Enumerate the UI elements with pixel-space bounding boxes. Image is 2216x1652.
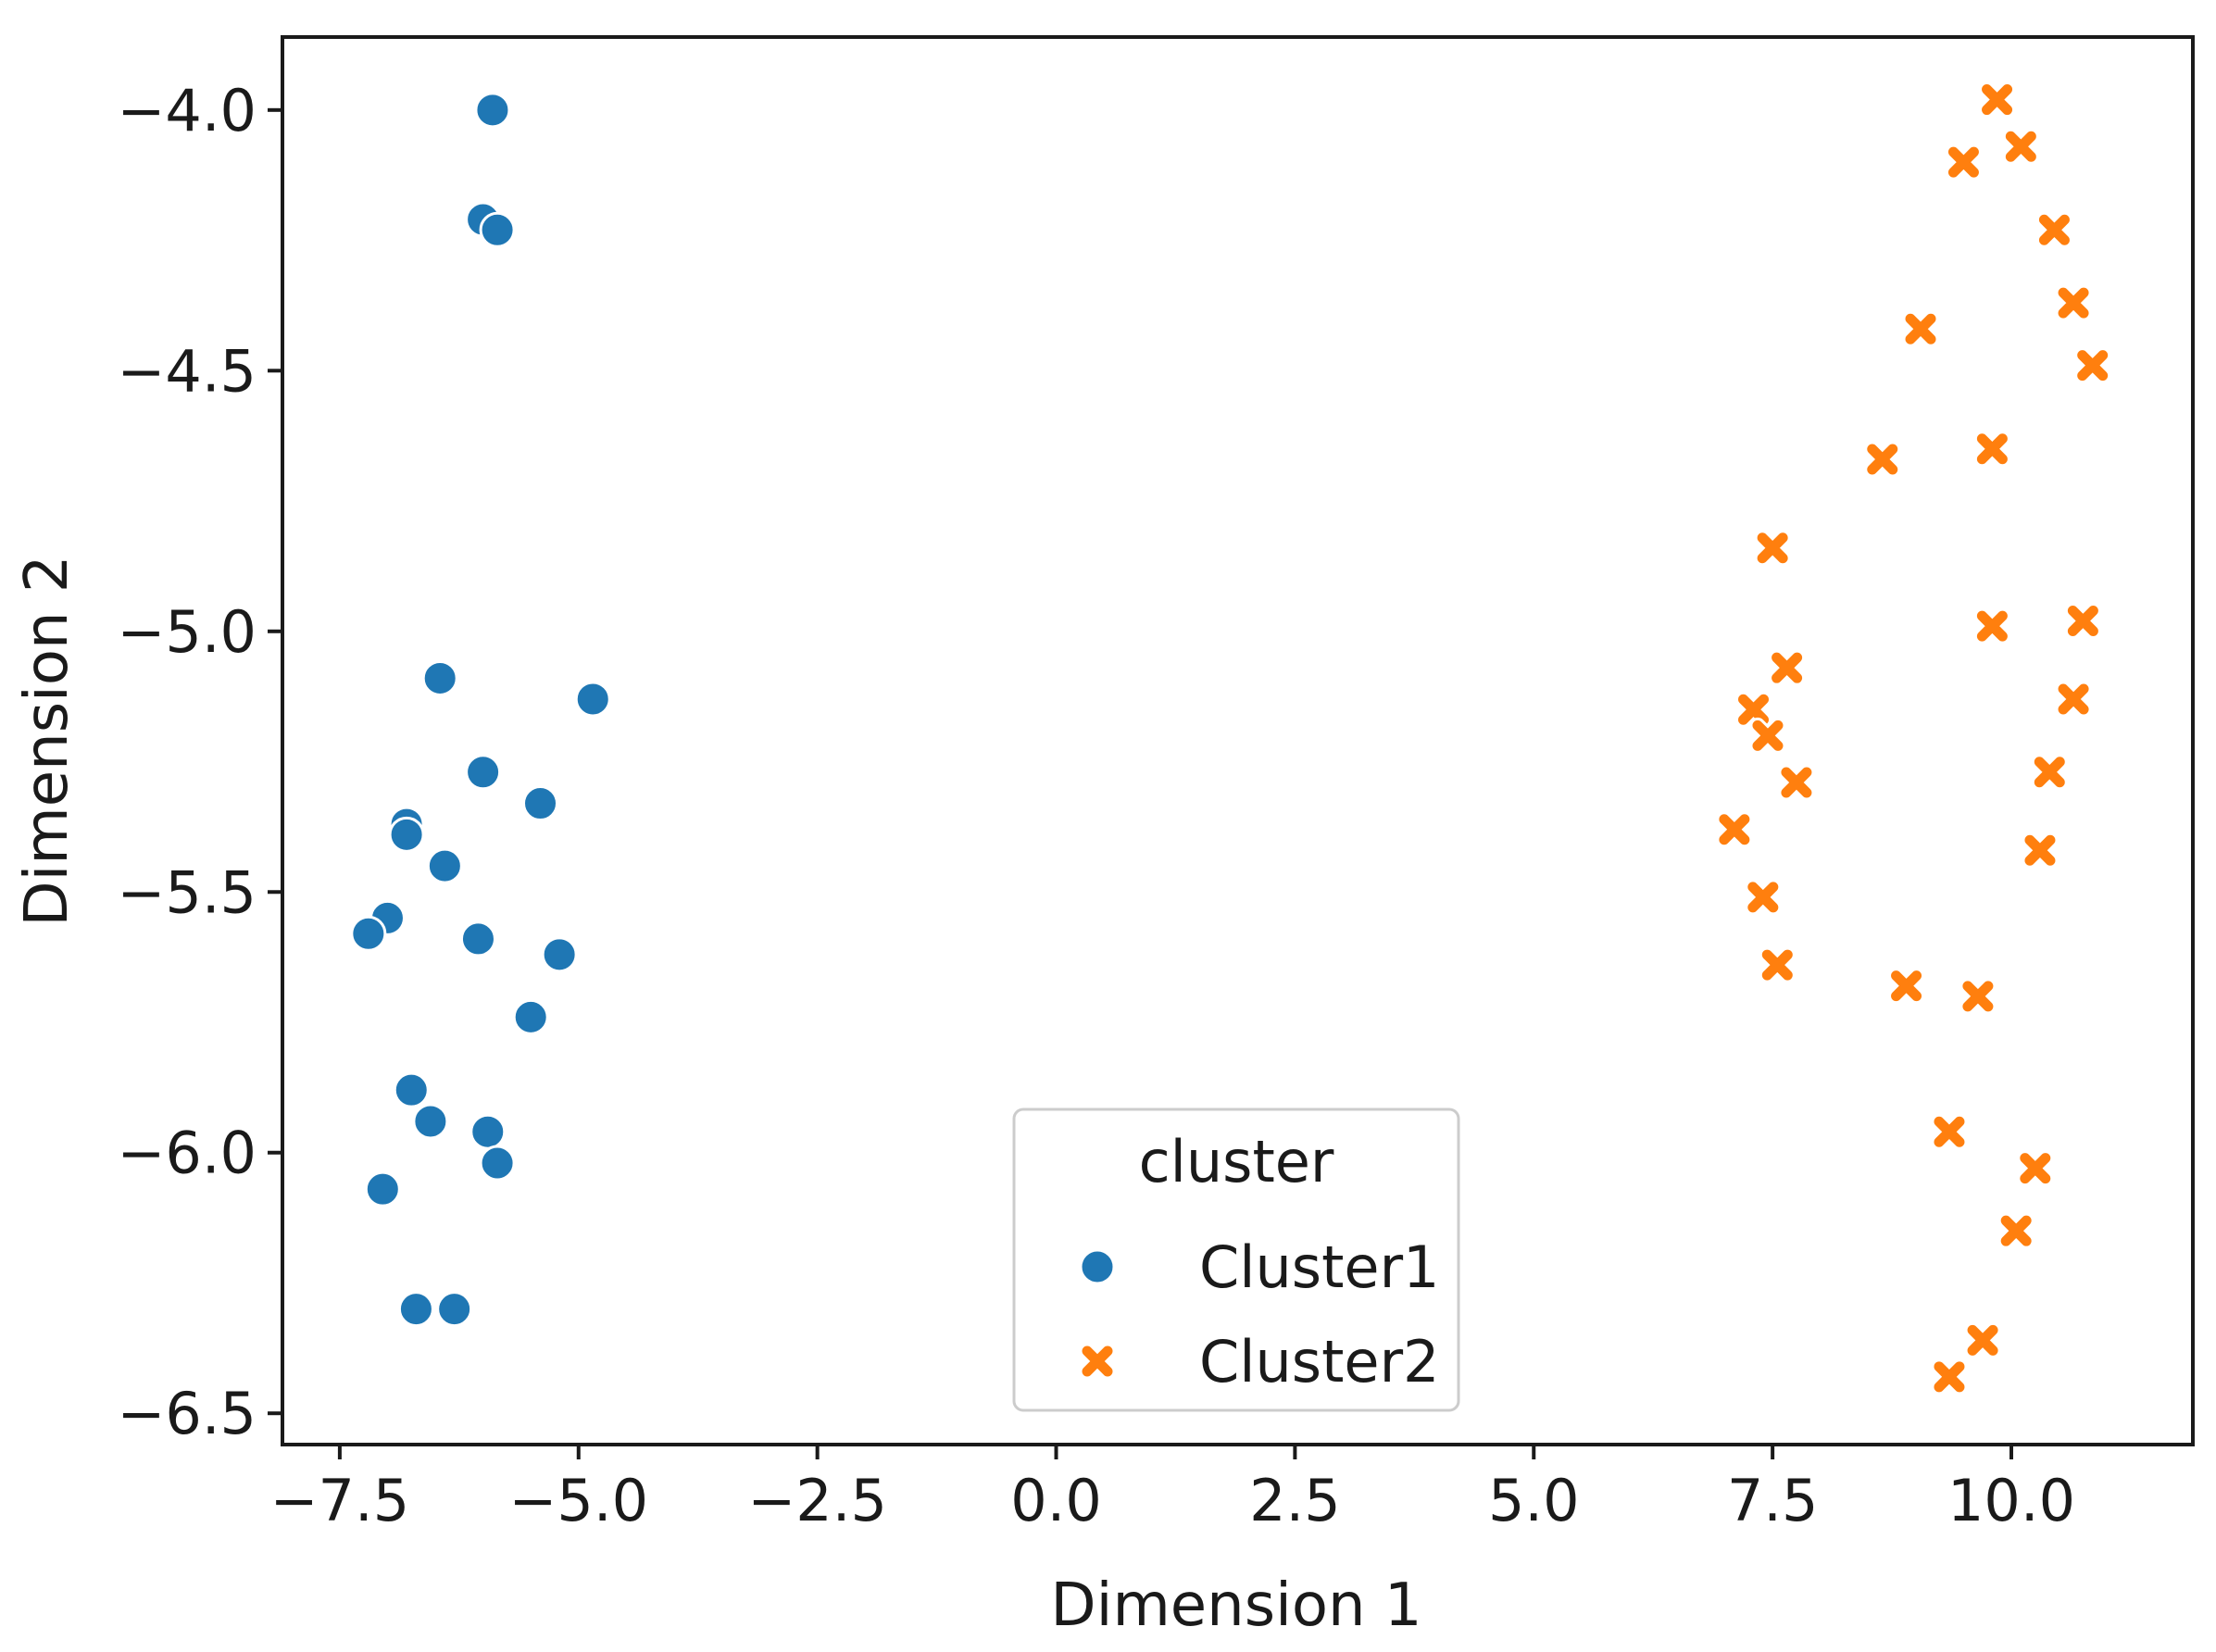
- series-cluster1: [350, 92, 611, 1328]
- y-tick-label: −5.5: [117, 858, 257, 926]
- cluster1-point: [412, 1103, 449, 1140]
- cluster2-point: [2031, 754, 2068, 791]
- x-tick-label: 10.0: [1947, 1467, 2075, 1534]
- cluster2-point: [1931, 1358, 1968, 1395]
- x-tick-label: 2.5: [1249, 1467, 1341, 1534]
- cluster1-point: [436, 1291, 473, 1328]
- legend-title: cluster: [1139, 1128, 1334, 1195]
- x-axis: −7.5 −5.0 −2.5 0.0 2.5 5.0 7.5 10.0: [270, 1445, 2075, 1534]
- y-tick-label: −4.0: [117, 77, 257, 144]
- series-cluster2: [1716, 81, 2111, 1395]
- legend-entries: Cluster1 Cluster2: [1079, 1233, 1440, 1395]
- legend-marker-cluster2: [1079, 1343, 1116, 1380]
- x-tick-label: −2.5: [747, 1467, 887, 1534]
- cluster2-point: [1931, 1113, 1968, 1150]
- cluster2-point: [1864, 441, 1901, 478]
- legend-box: [1012, 1108, 1460, 1412]
- cluster2-point: [2064, 603, 2101, 640]
- cluster2-point: [1754, 530, 1791, 567]
- cluster1-point: [397, 1291, 434, 1328]
- cluster2-point: [1716, 811, 1753, 848]
- cluster2-point: [2022, 832, 2059, 869]
- legend-entry-cluster2: Cluster2: [1079, 1328, 1440, 1395]
- x-tick-label: 7.5: [1727, 1467, 1819, 1534]
- cluster1-point: [459, 920, 496, 957]
- cluster1-point: [350, 915, 387, 952]
- cluster2-point: [1759, 946, 1796, 983]
- x-tick-label: −7.5: [270, 1467, 410, 1534]
- cluster2-point: [1979, 81, 2016, 119]
- y-tick-label: −6.0: [117, 1120, 257, 1187]
- cluster1-point: [479, 1145, 516, 1182]
- cluster2-point: [1959, 978, 1997, 1015]
- cluster1-point: [465, 754, 502, 791]
- series-layer: [350, 81, 2111, 1395]
- cluster2-point: [1945, 144, 1982, 181]
- x-tick-label: −5.0: [508, 1467, 648, 1534]
- x-tick-label: 5.0: [1488, 1467, 1580, 1534]
- cluster1-point: [574, 681, 611, 718]
- cluster1-point: [469, 1113, 507, 1150]
- cluster2-point: [2002, 128, 2039, 165]
- cluster2-point: [1749, 717, 1786, 754]
- cluster1-point: [541, 936, 578, 973]
- cluster2-point: [1902, 310, 1939, 347]
- y-axis: −4.0 −4.5 −5.0 −5.5 −6.0 −6.5: [117, 77, 282, 1447]
- cluster2-point: [1973, 607, 2010, 645]
- y-tick-label: −4.5: [117, 337, 257, 405]
- legend-label-cluster1: Cluster1: [1199, 1233, 1440, 1301]
- cluster2-point: [1964, 1321, 2001, 1358]
- cluster2-point: [2074, 347, 2111, 384]
- cluster1-point: [364, 1170, 401, 1208]
- cluster2-point: [2017, 1150, 2054, 1187]
- cluster1-point: [522, 785, 559, 822]
- y-tick-label: −6.5: [117, 1380, 257, 1447]
- cluster2-point: [1778, 764, 1815, 801]
- legend-marker-cluster1: [1079, 1248, 1116, 1285]
- cluster2-point: [1997, 1212, 2034, 1249]
- cluster1-point: [421, 659, 458, 696]
- cluster1-point: [512, 998, 549, 1035]
- x-tick-label: 0.0: [1010, 1467, 1102, 1534]
- cluster2-point: [1745, 879, 1782, 916]
- cluster1-point: [479, 211, 516, 248]
- cluster1-point: [388, 816, 425, 853]
- cluster1-point: [426, 847, 463, 884]
- legend-entry-cluster1: Cluster1: [1079, 1233, 1440, 1301]
- cluster1-point: [393, 1071, 430, 1108]
- cluster2-point: [1769, 649, 1806, 686]
- y-tick-label: −5.0: [117, 598, 257, 666]
- cluster2-point: [1973, 431, 2010, 468]
- cluster2-point: [2035, 211, 2072, 248]
- legend: cluster Cluster1 Cluster2: [1012, 1108, 1460, 1412]
- cluster1-point: [474, 92, 511, 129]
- x-axis-label: Dimension 1: [1050, 1571, 1421, 1640]
- cluster2-point: [1888, 968, 1925, 1005]
- cluster2-point: [1735, 691, 1772, 728]
- cluster2-point: [2055, 681, 2092, 718]
- cluster2-point: [2055, 284, 2092, 321]
- legend-label-cluster2: Cluster2: [1199, 1328, 1440, 1395]
- y-axis-label: Dimension 2: [13, 555, 81, 926]
